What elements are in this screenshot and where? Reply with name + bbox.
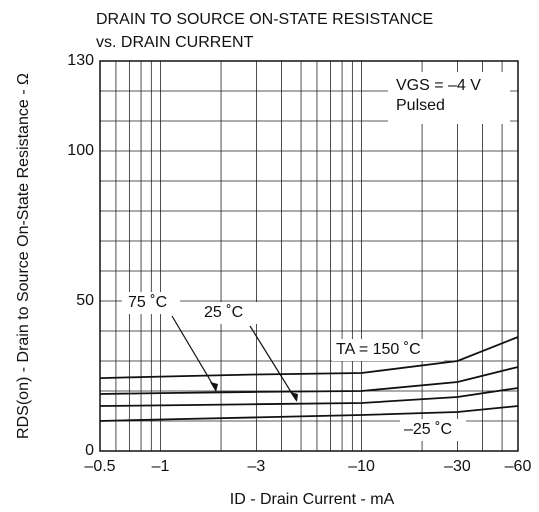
label-bg — [400, 419, 466, 441]
curve — [99, 336, 519, 379]
x-axis-label: ID - Drain Current - mA — [230, 491, 395, 508]
note-box — [388, 72, 510, 124]
curve — [99, 387, 519, 407]
x-tick-label: –0.5 — [84, 458, 115, 475]
y-tick-label: 130 — [67, 52, 94, 69]
y-tick-label: 0 — [85, 442, 94, 459]
curve — [99, 366, 519, 395]
arrowhead — [210, 382, 218, 392]
series-label: 25 ˚C — [204, 304, 243, 321]
label-bg — [200, 302, 260, 324]
y-axis-label: RDS(on) - Drain to Source On-State Resis… — [15, 73, 32, 439]
series-label: –25 ˚C — [404, 421, 452, 438]
annotation: VGS = –4 V — [396, 77, 481, 94]
x-tick-label: –3 — [248, 458, 266, 475]
label-bg — [332, 339, 444, 361]
curve — [99, 405, 519, 422]
plot-frame — [99, 60, 519, 452]
x-tick-label: –10 — [348, 458, 375, 475]
x-tick-label: –1 — [152, 458, 170, 475]
series-label: TA = 150 ˚C — [336, 341, 421, 358]
curves — [99, 336, 519, 422]
leader-line — [249, 325, 297, 401]
y-tick-label: 100 — [67, 142, 94, 159]
annotation: Pulsed — [396, 97, 445, 114]
leader-line — [171, 315, 217, 391]
chart-title: DRAIN TO SOURCE ON-STATE RESISTANCE — [96, 11, 433, 28]
y-tick-label: 50 — [76, 292, 94, 309]
series-label: 75 ˚C — [128, 294, 167, 311]
label-bg — [122, 292, 180, 314]
x-tick-label: –30 — [444, 458, 471, 475]
chart-subtitle: vs. DRAIN CURRENT — [96, 34, 254, 51]
arrowhead — [290, 392, 298, 402]
x-tick-label: –60 — [505, 458, 532, 475]
